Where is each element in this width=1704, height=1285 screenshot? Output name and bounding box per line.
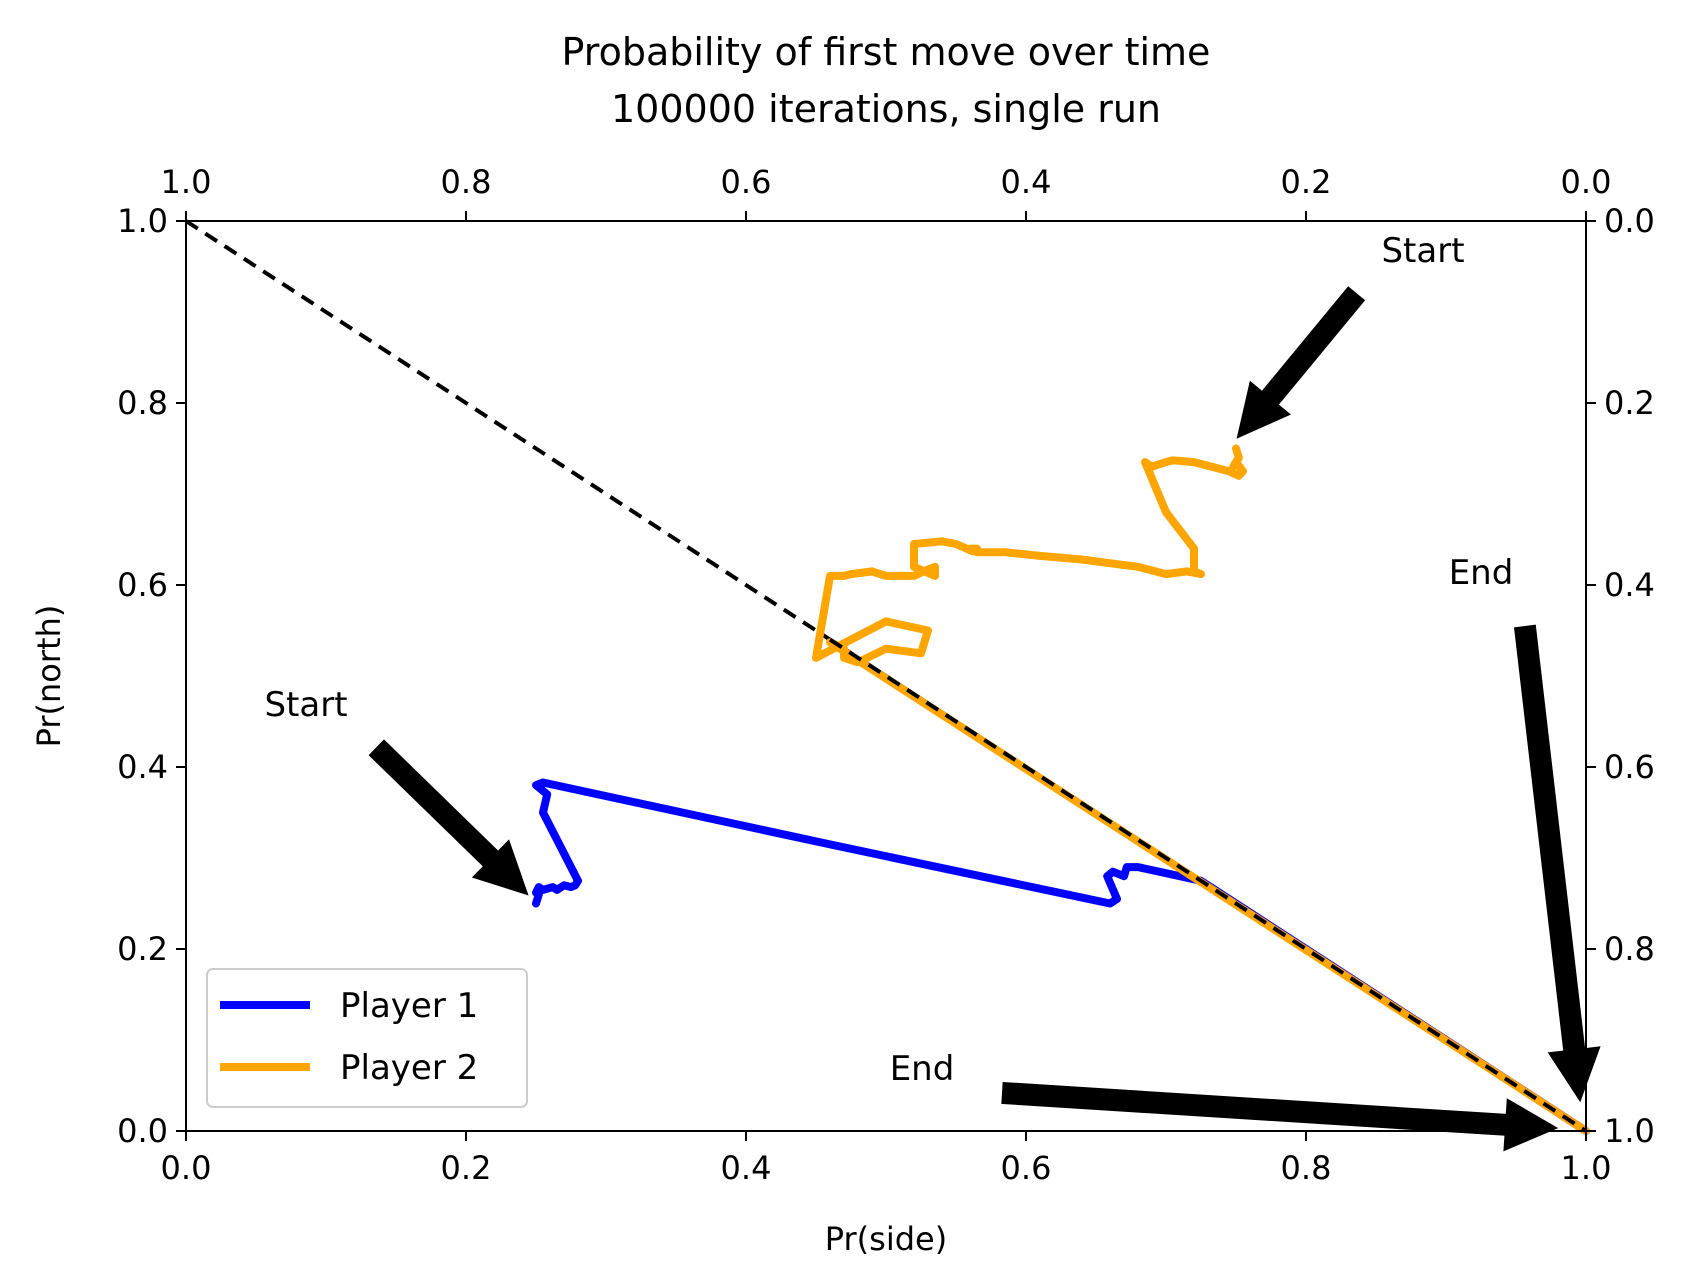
x-tick-label: 0.6 (1001, 1149, 1052, 1187)
y-tick-label: 0.0 (117, 1112, 168, 1150)
y-axis-left: 0.0 0.2 0.4 0.6 0.8 1.0 (117, 202, 186, 1150)
right-tick-label: 1.0 (1604, 1112, 1655, 1150)
y-tick-label: 0.4 (117, 748, 168, 786)
x-axis-top: 1.0 0.8 0.6 0.4 0.2 0.0 (161, 163, 1612, 221)
annotation-label: End (890, 1049, 955, 1089)
top-tick-label: 0.2 (1281, 163, 1332, 201)
x-tick-label: 1.0 (1561, 1149, 1612, 1187)
top-tick-label: 0.6 (721, 163, 772, 201)
series-line-player-1 (532, 778, 1590, 1135)
annotation-arrow (1001, 1081, 1559, 1152)
top-tick-label: 0.8 (441, 163, 492, 201)
annotation-label: End (1449, 553, 1514, 593)
annotation-label: Start (264, 685, 347, 725)
x-axis-bottom: 0.0 0.2 0.4 0.6 0.8 1.0 (161, 1131, 1612, 1187)
x-tick-label: 0.2 (441, 1149, 492, 1187)
x-tick-label: 0.4 (721, 1149, 772, 1187)
y-axis-right: 0.0 0.2 0.4 0.6 0.8 1.0 (1586, 202, 1655, 1150)
x-tick-label: 0.0 (161, 1149, 212, 1187)
plot-area-frame (185, 220, 1587, 1132)
annotation-arrow (1513, 624, 1601, 1103)
top-tick-label: 0.4 (1001, 163, 1052, 201)
right-tick-label: 0.4 (1604, 566, 1655, 604)
right-tick-label: 0.2 (1604, 384, 1655, 422)
top-tick-label: 1.0 (161, 163, 212, 201)
x-axis-label: Pr(side) (825, 1220, 947, 1258)
annotation-arrow (368, 739, 529, 896)
annotation-label: Start (1381, 231, 1464, 271)
right-tick-label: 0.6 (1604, 748, 1655, 786)
y-axis-label: Pr(north) (30, 605, 68, 748)
x-tick-label: 0.8 (1281, 1149, 1332, 1187)
right-tick-label: 0.0 (1604, 202, 1655, 240)
y-tick-label: 1.0 (117, 202, 168, 240)
y-tick-label: 0.6 (117, 566, 168, 604)
legend-label-player-2: Player 2 (340, 1048, 478, 1088)
chart-subtitle: 100000 iterations, single run (611, 87, 1161, 131)
y-tick-label: 0.8 (117, 384, 168, 422)
y-tick-label: 0.2 (117, 930, 168, 968)
legend: Player 1 Player 2 (206, 968, 528, 1108)
legend-label-player-1: Player 1 (340, 986, 478, 1026)
series-line-player-2 (812, 444, 1590, 1135)
reference-dashed-line-overlay (828, 637, 1588, 1133)
annotation-layer: Start Start End End (264, 231, 1601, 1152)
top-tick-label: 0.0 (1561, 163, 1612, 201)
annotation-arrow (1236, 286, 1366, 439)
right-tick-label: 0.8 (1604, 930, 1655, 968)
series-layer (532, 444, 1590, 1135)
chart-title: Probability of first move over time (562, 30, 1211, 74)
